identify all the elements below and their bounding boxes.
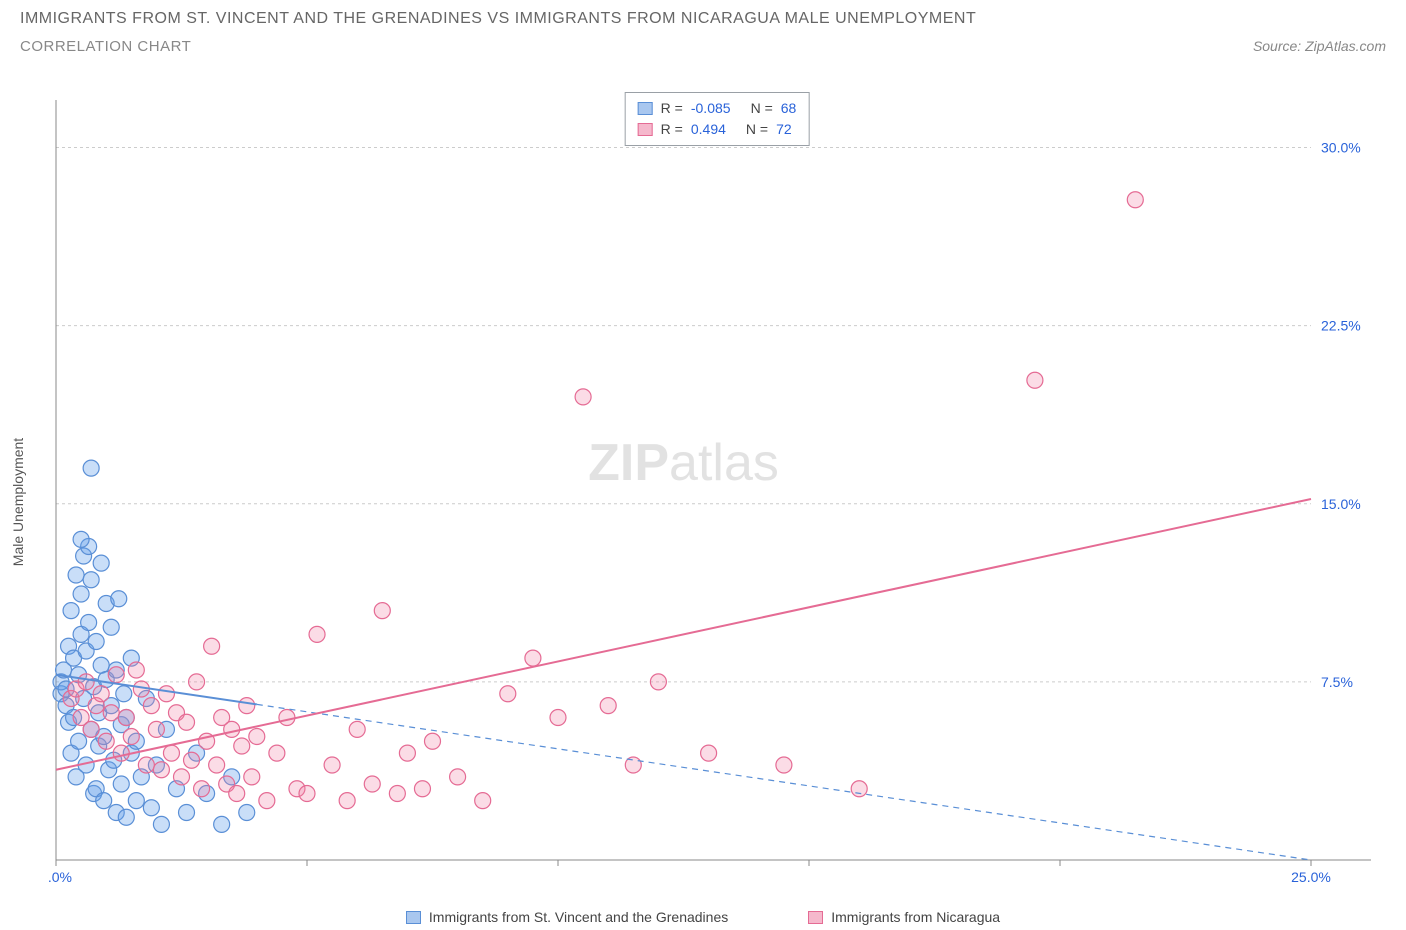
source-attribution: Source: ZipAtlas.com bbox=[1253, 38, 1386, 54]
legend-swatch-blue bbox=[638, 102, 653, 115]
legend-swatch-blue bbox=[406, 911, 421, 924]
legend-swatch-pink bbox=[808, 911, 823, 924]
svg-text:22.5%: 22.5% bbox=[1321, 318, 1361, 334]
svg-text:0.0%: 0.0% bbox=[48, 869, 72, 885]
svg-text:30.0%: 30.0% bbox=[1321, 140, 1361, 156]
legend-item-2: Immigrants from Nicaragua bbox=[808, 909, 1000, 925]
n-value-2: 72 bbox=[776, 119, 792, 140]
r-label: R = bbox=[661, 98, 683, 119]
legend-row-series-1: R = -0.085 N = 68 bbox=[638, 98, 797, 119]
legend-item-1: Immigrants from St. Vincent and the Gren… bbox=[406, 909, 728, 925]
r-label: R = bbox=[661, 119, 683, 140]
svg-text:15.0%: 15.0% bbox=[1321, 496, 1361, 512]
header: IMMIGRANTS FROM ST. VINCENT AND THE GREN… bbox=[0, 0, 1406, 60]
n-label: N = bbox=[751, 98, 773, 119]
correlation-legend: R = -0.085 N = 68 R = 0.494 N = 72 bbox=[625, 92, 810, 146]
n-label: N = bbox=[746, 119, 768, 140]
source-prefix: Source: bbox=[1253, 38, 1305, 54]
legend-label-1: Immigrants from St. Vincent and the Gren… bbox=[429, 909, 728, 925]
y-axis-label: Male Unemployment bbox=[10, 437, 26, 565]
subtitle-row: CORRELATION CHART Source: ZipAtlas.com bbox=[20, 38, 1386, 55]
r-value-1: -0.085 bbox=[691, 98, 731, 119]
series-legend: Immigrants from St. Vincent and the Gren… bbox=[0, 909, 1406, 925]
r-value-2: 0.494 bbox=[691, 119, 726, 140]
source-name: ZipAtlas.com bbox=[1305, 38, 1386, 54]
chart-area: Male Unemployment 7.5%15.0%22.5%30.0%0.0… bbox=[48, 92, 1386, 895]
chart-subtitle: CORRELATION CHART bbox=[20, 38, 191, 55]
legend-swatch-pink bbox=[638, 123, 653, 136]
n-value-1: 68 bbox=[781, 98, 797, 119]
svg-text:25.0%: 25.0% bbox=[1291, 869, 1331, 885]
chart-title: IMMIGRANTS FROM ST. VINCENT AND THE GREN… bbox=[20, 10, 1386, 28]
legend-label-2: Immigrants from Nicaragua bbox=[831, 909, 1000, 925]
svg-text:ZIPatlas: ZIPatlas bbox=[588, 434, 779, 492]
svg-text:7.5%: 7.5% bbox=[1321, 674, 1353, 690]
scatter-plot: 7.5% 15.0% 22.5% 30.0% 0.0% 25.0% ZIPatlas bbox=[48, 92, 1386, 895]
legend-row-series-2: R = 0.494 N = 72 bbox=[638, 119, 797, 140]
